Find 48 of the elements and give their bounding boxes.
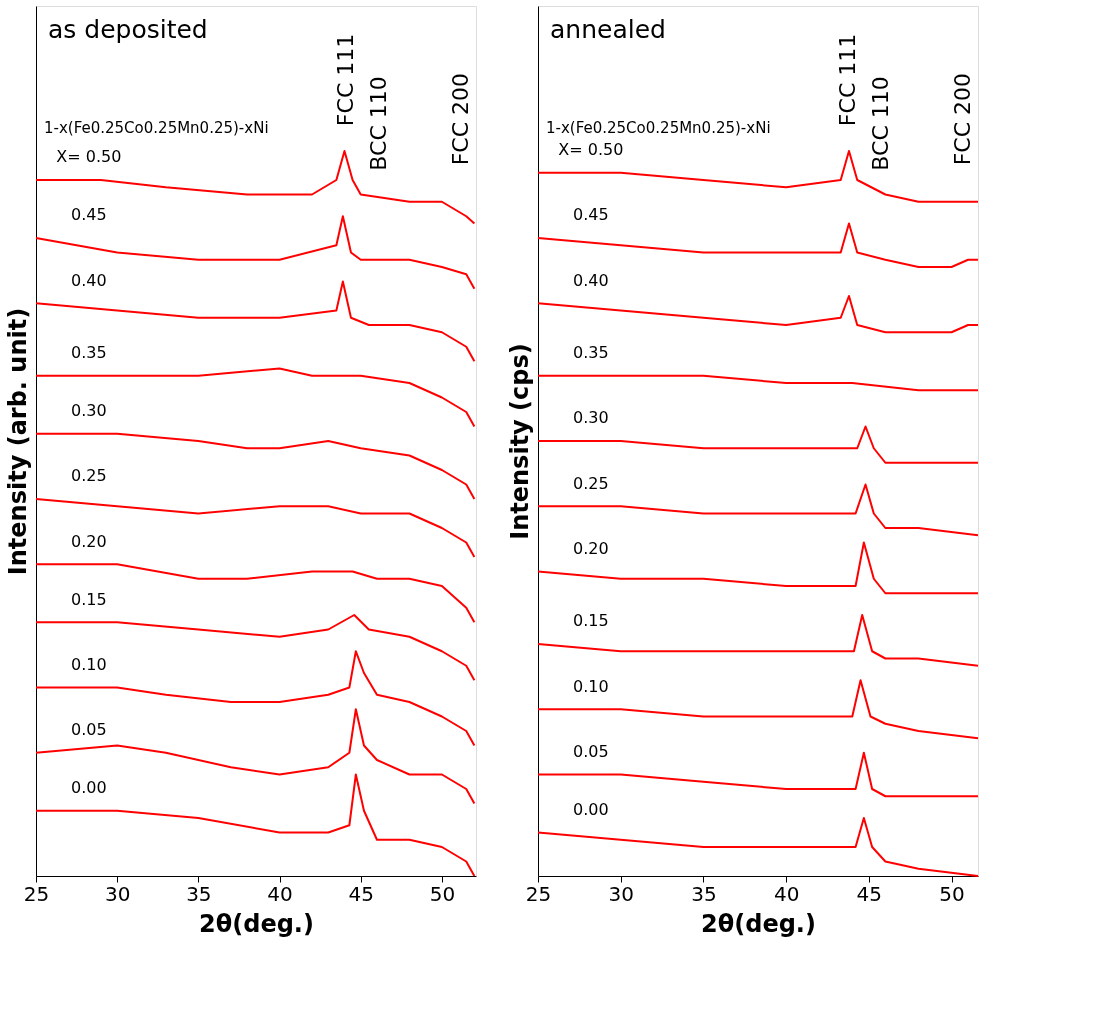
series-label: 0.40 [572, 270, 609, 290]
x-tick-label: 35 [691, 881, 717, 906]
annotation: BCC 110 [868, 76, 894, 171]
series-label: 0.45 [572, 205, 609, 225]
y-axis-title: Intensity (arb. unit) [3, 307, 32, 576]
x-tick-label: 25 [23, 881, 50, 906]
annotation: BCC 110 [366, 76, 392, 171]
series-label: 0.05 [70, 720, 107, 740]
annotation: FCC 200 [949, 72, 975, 166]
series-label: 0.15 [572, 611, 609, 631]
x-tick-label: 40 [773, 881, 800, 906]
x-axis-title: 2θ(deg.) [199, 909, 314, 938]
y-axis-title: Intensity (cps) [505, 343, 534, 540]
series-label: 0.25 [70, 466, 107, 486]
x-axis-title: 2θ(deg.) [701, 909, 816, 938]
series-label: 0.45 [70, 205, 107, 225]
x-tick-label: 30 [104, 881, 131, 906]
annotation: FCC 200 [447, 72, 473, 166]
series-label: 0.05 [572, 741, 609, 761]
series-label: X= 0.50 [558, 140, 624, 160]
series-label: 0.15 [70, 589, 107, 609]
x-tick-label: 45 [856, 881, 883, 906]
series-label: 0.25 [572, 473, 609, 493]
x-tick-label: 25 [525, 881, 552, 906]
x-tick-label: 50 [429, 881, 456, 906]
series-label: 0.30 [70, 401, 107, 421]
x-tick-label: 35 [186, 881, 212, 906]
x-tick-label: 30 [608, 881, 634, 906]
text: FCC 111 [835, 33, 861, 127]
series-label: 0.30 [572, 408, 609, 428]
x-tick-label: 45 [348, 881, 374, 906]
x-tick-label: 50 [939, 881, 965, 906]
x-tick-label: 40 [267, 881, 293, 906]
series-label: 0.20 [572, 538, 609, 558]
series-label: 0.10 [70, 654, 107, 674]
text: 1-x(Fe0.25Co0.25Mn0.25)-xNi [44, 119, 269, 137]
series-label: 0.35 [70, 343, 107, 363]
series-label: 0.00 [572, 799, 609, 819]
chart-title: as deposited [48, 15, 208, 44]
text: 1-x(Fe0.25Co0.25Mn0.25)-xNi [546, 119, 771, 137]
series-label: 0.35 [572, 343, 609, 363]
series-label: 0.00 [70, 778, 107, 798]
series-label: X= 0.50 [56, 147, 122, 167]
series-label: 0.40 [70, 270, 107, 290]
series-label: 0.10 [572, 676, 609, 696]
text: FCC 111 [333, 33, 359, 127]
series-label: 0.20 [70, 531, 107, 551]
chart-title: annealed [550, 15, 666, 44]
